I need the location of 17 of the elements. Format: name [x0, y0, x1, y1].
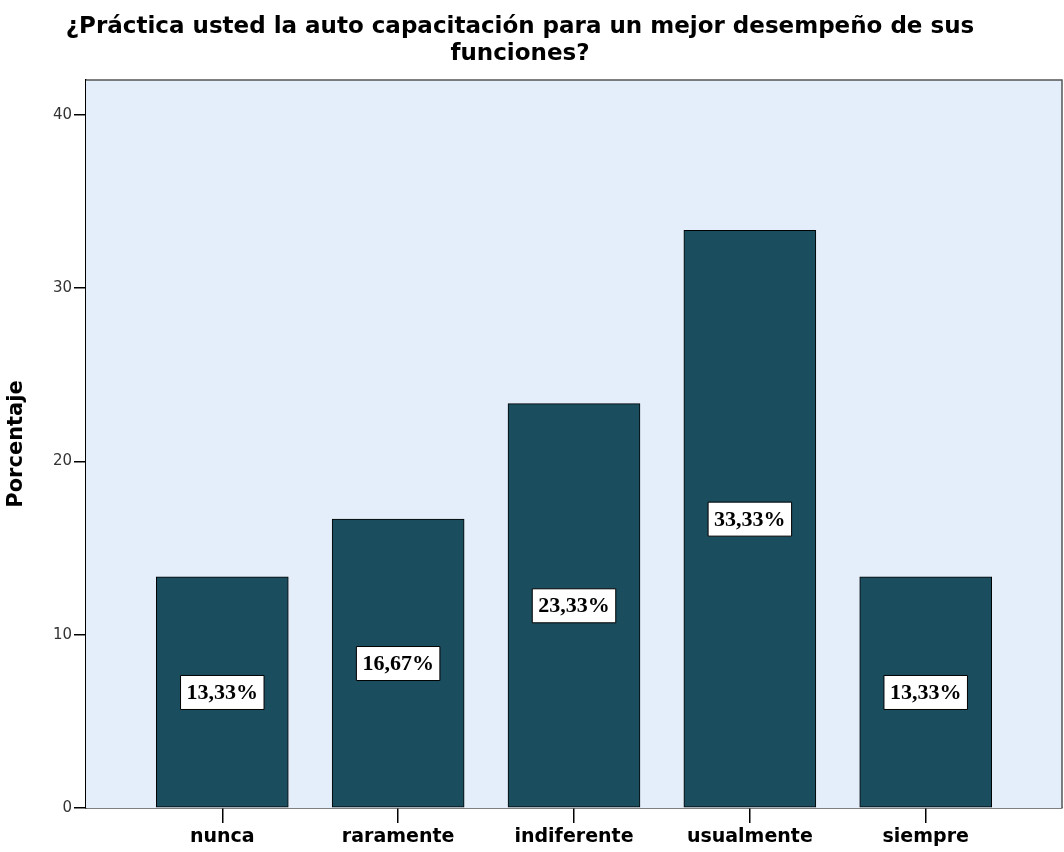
y-tick-label: 20 — [52, 451, 72, 470]
y-tick-label: 0 — [62, 797, 72, 816]
y-tick-label: 30 — [52, 277, 72, 296]
x-tick-label: siempre — [882, 824, 969, 847]
x-tick-label: raramente — [341, 824, 455, 847]
data-label: 23,33% — [538, 592, 610, 618]
data-label: 13,33% — [186, 679, 259, 705]
data-label: 13,33% — [889, 679, 962, 705]
x-tick-label: nunca — [189, 824, 255, 847]
x-tick-label: indiferente — [514, 824, 634, 847]
y-tick-label: 40 — [52, 104, 72, 123]
y-axis-title: Porcentaje — [3, 380, 28, 508]
chart-title: ¿Práctica usted la auto capacitación para un mejor desempeño de sus funciones? — [64, 12, 976, 66]
x-tick-label: usualmente — [686, 824, 813, 847]
data-label: 16,67% — [362, 650, 434, 676]
data-label: 33,33% — [714, 505, 786, 531]
y-tick-label: 10 — [52, 624, 72, 643]
